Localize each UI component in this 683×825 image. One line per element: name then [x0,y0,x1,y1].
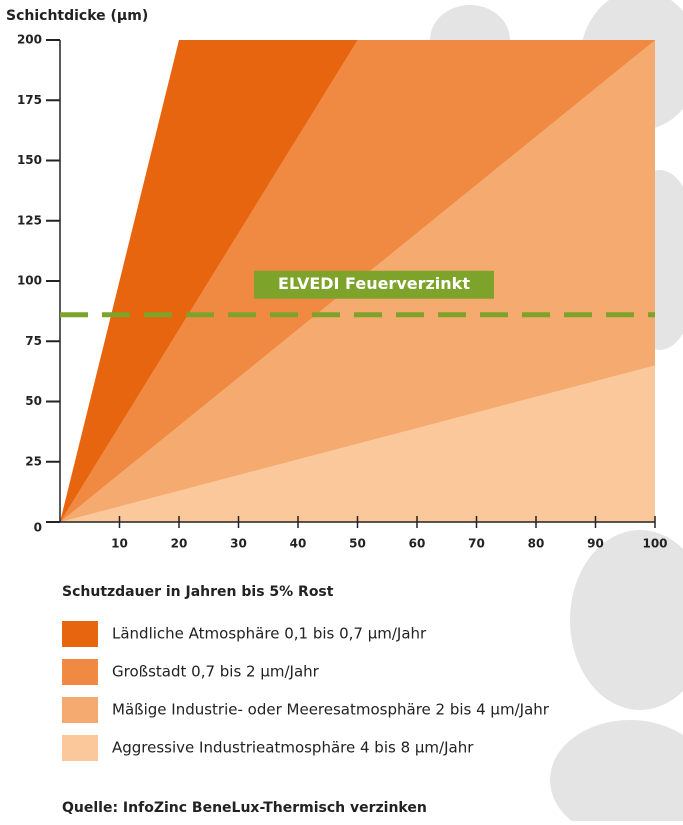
legend-label: Aggressive Industrieatmosphäre 4 bis 8 µ… [112,739,474,757]
legend-swatch [62,659,98,685]
legend-label: Ländliche Atmosphäre 0,1 bis 0,7 µm/Jahr [112,625,427,643]
legend-label: Großstadt 0,7 bis 2 µm/Jahr [112,663,320,681]
x-tick-label: 30 [230,537,247,551]
reference-label: ELVEDI Feuerverzinkt [278,274,470,293]
y-tick-label: 75 [25,334,42,348]
x-tick-label: 80 [528,537,545,551]
y-tick-label: 200 [17,33,42,47]
chart: Schichtdicke (µm) 0 25 50 75 100 125 150 175 200… [0,0,683,821]
legend-title: Schutzdauer in Jahren bis 5% Rost [62,584,334,600]
x-tick-label: 10 [111,537,128,551]
x-tick-label: 40 [290,537,307,551]
legend-swatch [62,735,98,761]
y-tick-label: 0 [34,521,42,535]
y-tick-label: 50 [25,394,42,408]
legend-swatch [62,621,98,647]
y-tick-label: 100 [17,274,42,288]
y-tick-label: 125 [17,213,42,227]
y-tick-label: 150 [17,153,42,167]
x-tick-label: 20 [171,537,188,551]
x-tick-label: 100 [642,537,667,551]
x-tick-label: 50 [349,537,366,551]
legend: Ländliche Atmosphäre 0,1 bis 0,7 µm/Jahr… [62,621,550,761]
y-axis-title: Schichtdicke (µm) [6,8,148,24]
x-tick-label: 90 [587,537,604,551]
y-tick-label: 175 [17,93,42,107]
legend-swatch [62,697,98,723]
x-tick-label: 60 [409,537,426,551]
y-tick-label: 25 [25,454,42,468]
plot-area: 0 25 50 75 100 125 150 175 200 10 20 30 40 50 60 70 80 90… [17,33,668,551]
legend-label: Mäßige Industrie- oder Meeresatmosphäre … [112,701,550,719]
x-tick-label: 70 [468,537,485,551]
source: Quelle: InfoZinc BeneLux-Thermisch verzi… [62,800,427,816]
